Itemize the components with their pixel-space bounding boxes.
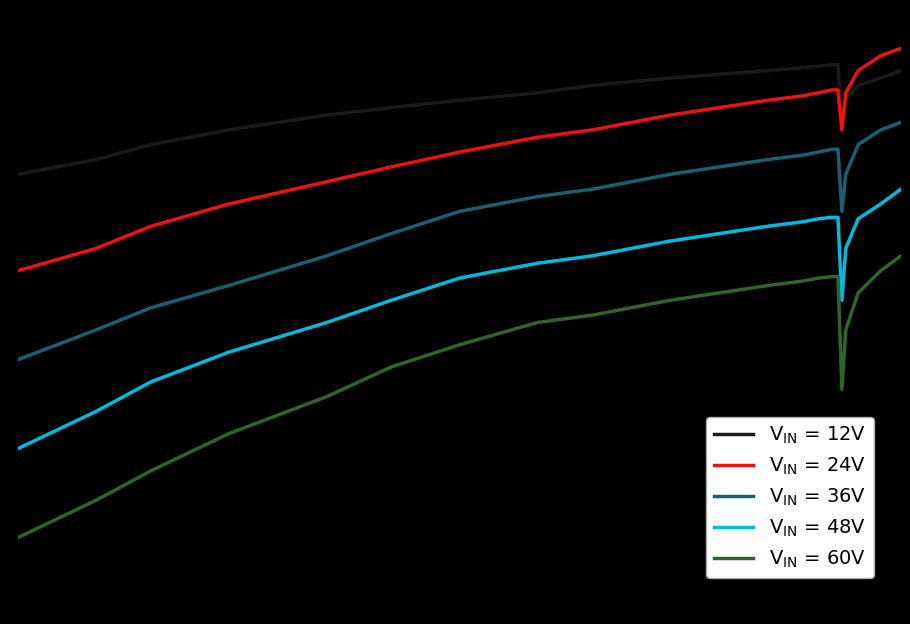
Legend: $\mathregular{V_{IN}}$ = 12V, $\mathregular{V_{IN}}$ = 24V, $\mathregular{V_{IN}: $\mathregular{V_{IN}}$ = 12V, $\mathregu… — [706, 417, 874, 578]
